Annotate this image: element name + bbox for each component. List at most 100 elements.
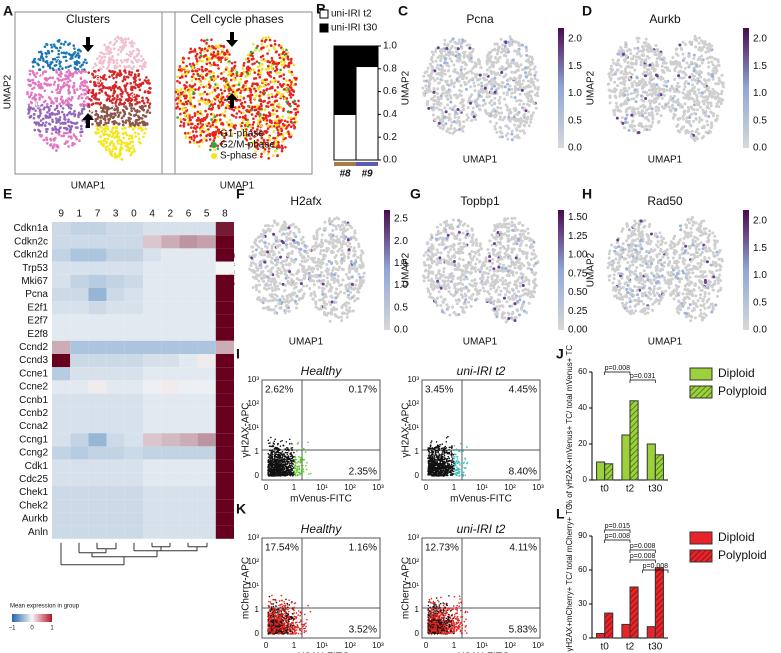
cell-dot — [515, 88, 519, 92]
cell-dot — [76, 67, 80, 71]
cell-dot — [433, 79, 437, 83]
cell-dot — [148, 102, 152, 106]
cell-dot — [355, 279, 359, 283]
cell-dot — [271, 113, 274, 116]
cell-dot — [65, 113, 69, 117]
cell-dot — [226, 66, 229, 69]
cell-dot — [209, 47, 213, 50]
cell-dot — [91, 102, 95, 106]
cell-dot — [530, 55, 534, 59]
cell-dot — [207, 121, 211, 125]
cell-dot — [135, 121, 138, 124]
cell-dot — [259, 90, 262, 94]
cell-dot — [471, 77, 475, 81]
cell-dot — [656, 106, 660, 110]
cell-dot — [656, 121, 660, 125]
cell-dot — [205, 122, 208, 126]
cell-dot — [200, 113, 204, 116]
cell-dot — [138, 88, 142, 92]
cell-dot — [473, 89, 477, 93]
cell-dot — [198, 140, 201, 144]
cell-dot — [204, 85, 208, 88]
cell-dot — [134, 83, 138, 86]
cell-dot — [436, 87, 440, 91]
cell-dot — [687, 95, 691, 99]
cell-dot — [685, 116, 689, 120]
cell-dot — [469, 56, 473, 60]
cell-dot — [261, 54, 265, 58]
cell-dot — [126, 146, 129, 149]
cell-dot — [258, 94, 261, 98]
cell-dot — [437, 97, 441, 101]
cell-dot — [518, 124, 522, 128]
cell-dot — [445, 94, 449, 98]
cell-dot — [478, 62, 482, 66]
cell-dot — [517, 136, 521, 140]
cell-dot — [103, 73, 106, 77]
cell-dot — [286, 55, 290, 58]
cell-dot — [252, 117, 255, 121]
cell-dot — [58, 46, 62, 49]
cell-dot — [235, 83, 238, 87]
cell-dot — [140, 127, 143, 130]
cell-dot — [103, 104, 107, 108]
cell-dot — [119, 45, 122, 49]
cell-dot — [291, 73, 294, 77]
panel-letter: G — [410, 186, 421, 202]
cell-dot — [231, 90, 235, 94]
cell-dot — [195, 52, 199, 56]
cell-dot — [198, 145, 201, 148]
cell-dot — [124, 44, 128, 47]
cell-dot — [641, 109, 645, 113]
cell-dot — [261, 80, 265, 83]
cell-dot — [55, 99, 58, 103]
cell-dot — [293, 121, 297, 124]
cell-dot — [465, 113, 469, 117]
cell-dot — [61, 107, 65, 110]
cell-dot — [62, 81, 66, 85]
cell-dot — [530, 80, 534, 84]
cell-dot — [116, 95, 119, 99]
cell-dot — [102, 117, 106, 121]
cell-dot — [454, 46, 458, 50]
cell-dot — [55, 69, 58, 72]
cell-dot — [57, 52, 60, 56]
cell-dot — [453, 41, 457, 45]
cell-dot — [456, 47, 460, 51]
cell-dot — [285, 245, 289, 249]
cell-dot — [704, 130, 708, 134]
cell-dot — [225, 56, 229, 60]
cell-dot — [51, 76, 55, 80]
cell-dot — [494, 56, 498, 60]
cell-dot — [106, 127, 110, 131]
cell-dot — [493, 113, 497, 117]
cell-dot — [239, 77, 243, 81]
cell-dot — [516, 50, 520, 54]
cell-dot — [636, 111, 640, 115]
cell-dot — [224, 106, 228, 110]
cell-dot — [174, 90, 178, 94]
cell-dot — [523, 131, 527, 135]
cell-dot — [123, 58, 126, 62]
cell-dot — [683, 85, 687, 89]
cell-dot — [506, 78, 510, 82]
cell-dot — [506, 132, 510, 136]
cell-dot — [60, 121, 64, 125]
cell-dot — [221, 103, 224, 106]
cell-dot — [241, 121, 244, 125]
cell-dot — [684, 129, 688, 133]
cell-dot — [99, 119, 103, 123]
cell-dot — [203, 90, 207, 94]
cell-dot — [669, 60, 673, 64]
cell-dot — [272, 232, 276, 236]
cell-dot — [702, 95, 706, 99]
cell-dot — [189, 50, 192, 54]
cell-dot — [706, 56, 710, 60]
cell-dot — [231, 72, 235, 76]
cell-dot — [429, 77, 433, 81]
cell-dot — [693, 34, 697, 38]
cell-dot — [688, 75, 692, 79]
cell-dot — [525, 53, 529, 57]
cell-dot — [31, 60, 35, 64]
cell-dot — [314, 241, 318, 245]
